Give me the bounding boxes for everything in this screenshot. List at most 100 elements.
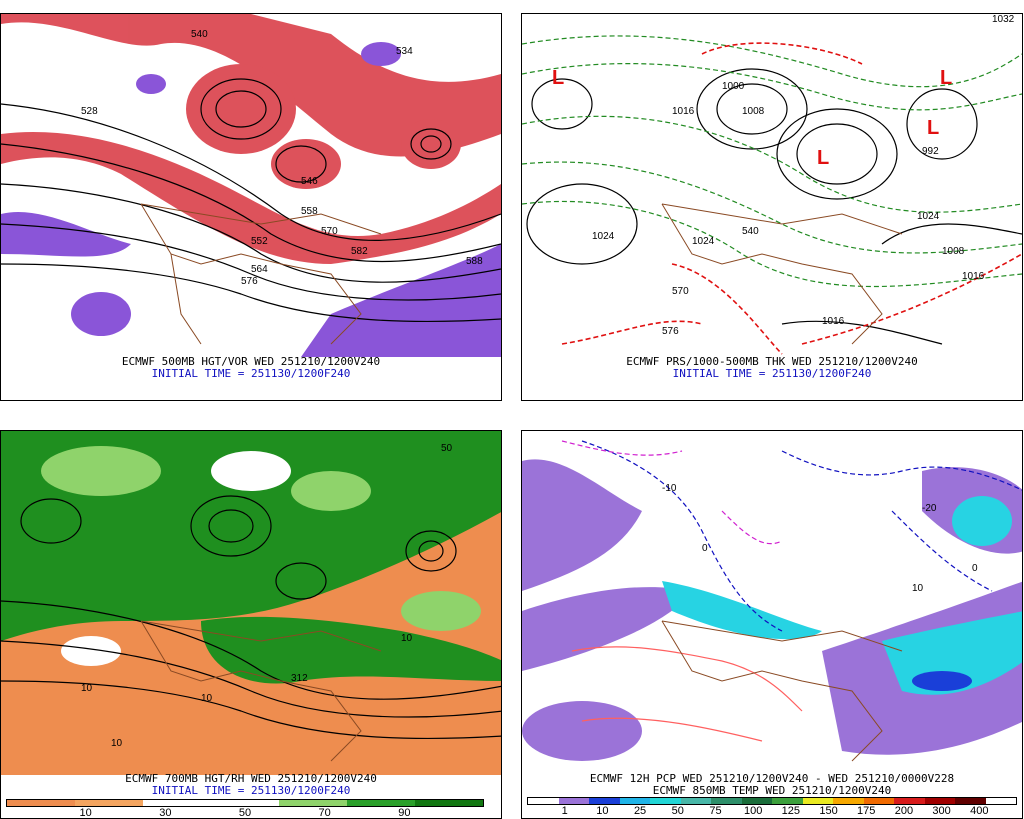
colorbar-swatch [347,800,415,806]
thickness-warm [561,42,1022,355]
contour-label: 992 [922,146,939,157]
contour-label: 570 [672,286,689,297]
caption-initial-time: INITIAL TIME = 251130/1200F240 [151,367,351,380]
contour-label: 10 [111,738,123,749]
caption-title: ECMWF 700MB HGT/RH WED 251210/1200V240 [125,772,377,785]
contour-label: 540 [742,226,759,237]
colorbar-swatch [711,798,742,804]
colorbar-tick-label: 25 [633,805,647,817]
contour-label: 10 [401,633,413,644]
caption-title: ECMWF 12H PCP WED 251210/1200V240 - WED … [589,772,955,785]
colorbar-swatch [894,798,925,804]
colorbar-tick-label: 10 [596,805,609,817]
low-markers: L L L L [552,67,952,169]
country-borders [140,203,382,345]
contour-label: 588 [466,256,483,267]
contour-labels: 10 10 10 312 10 50 [81,443,453,749]
colorbar-swatch [75,800,143,806]
contour-label: 1024 [592,231,615,242]
colorbar-swatch [211,800,279,806]
contour-label: 540 [191,29,208,40]
rh-colorbar [6,799,484,807]
colorbar-swatch [650,798,681,804]
temperature-contours-warm [571,646,803,742]
colorbar-swatch [279,800,347,806]
colorbar-swatch [680,798,711,804]
contour-labels: -10 0 10 -20 0 [662,483,978,594]
contour-label: 1000 [722,81,745,92]
pcp-heavy-shading [912,671,972,691]
contour-label: 0 [702,543,708,554]
contour-label: 312 [291,673,308,684]
contour-label: 10 [201,693,213,704]
colorbar-swatch [833,798,864,804]
country-borders [661,203,903,345]
temperature-contours [581,440,1022,632]
caption-title: ECMWF 500MB HGT/VOR WED 251210/1200V240 [121,355,381,368]
pcp-cyan-shading [662,496,1022,695]
caption-title: ECMWF PRS/1000-500MB THK WED 251210/1200… [626,355,918,368]
contour-label: 1016 [822,316,845,327]
colorbar-tick-label: 100 [743,805,763,817]
colorbar-tick-label: 200 [894,805,914,817]
colorbar-swatch [924,798,955,804]
country-borders [140,620,382,762]
rh-colorbar-ticks: 10 30 50 70 90 [6,807,484,819]
contour-label: 0 [972,563,978,574]
low-marker-icon: L [552,67,564,89]
low-marker-icon: L [927,117,939,139]
colorbar-swatch [528,798,559,804]
colorbar-swatch [955,798,986,804]
low-marker-icon: L [940,67,952,89]
pcp-colorbar [527,797,1017,805]
panel-700mb-rh: 10 10 10 312 10 50 ECMWF 700MB HGT/RH WED 251… [0,430,502,819]
contour-labels: 1032 992 1024 1016 1008 1000 1024 1008 1016 1016 5… [592,14,1015,337]
colorbar-swatch [589,798,620,804]
colorbar-tick-label: 75 [709,805,722,817]
contour-label: 1032 [992,14,1015,25]
colorbar-tick-label: 10 [79,807,92,819]
contour-label: 576 [241,276,258,287]
low-marker-icon: L [817,147,829,169]
contour-label: -20 [922,503,937,514]
caption-initial-time: INITIAL TIME = 251130/1200F240 [672,367,872,380]
panel-pressure-thickness: L L L L 1032 992 1024 1016 1008 1000 1024 1008 1… [521,13,1023,401]
colorbar-tick-label: 50 [238,807,252,819]
colorbar-swatch [863,798,894,804]
map-precip: -10 0 10 -20 0 [522,431,1022,775]
colorbar-tick-label: 175 [857,805,876,817]
contour-label: 546 [301,176,318,187]
colorbar-swatch [143,800,211,806]
thickness-cold [522,35,1022,288]
contour-label: 1016 [672,106,695,117]
colorbar-tick-label: 400 [970,805,989,817]
contour-label: 564 [251,264,268,275]
contour-label: 534 [396,46,413,57]
colorbar-tick-label: 1 [561,805,568,817]
contour-label: 582 [351,246,368,257]
colorbar-swatch [772,798,803,804]
colorbar-tick-label: 30 [159,807,172,819]
colorbar-swatch [802,798,833,804]
colorbar-tick-label: 300 [932,805,951,817]
contour-label: 10 [912,583,924,594]
colorbar-tick-label: 90 [398,807,411,819]
contour-label: 10 [81,683,93,694]
contour-label: 1024 [692,236,715,247]
colorbar-swatch [7,800,75,806]
contour-label: 558 [301,206,318,217]
colorbar-swatch [985,798,1016,804]
contour-label: 1016 [962,271,985,282]
isobars [526,68,1022,345]
panel-precip-850temp: -10 0 10 -20 0 ECMWF 12H PCP WED 251210/1200… [521,430,1023,819]
rh-white [61,451,291,666]
colorbar-tick-label: 150 [819,805,838,817]
colorbar-swatch [741,798,772,804]
height-contours [1,495,501,740]
contour-label: 50 [441,443,453,454]
caption-initial-time: INITIAL TIME = 251130/1200F240 [151,784,351,797]
panel-500mb-vorticity: 540 552 564 576 588 546 534 528 558 570 582 ECMWF … [0,13,502,401]
